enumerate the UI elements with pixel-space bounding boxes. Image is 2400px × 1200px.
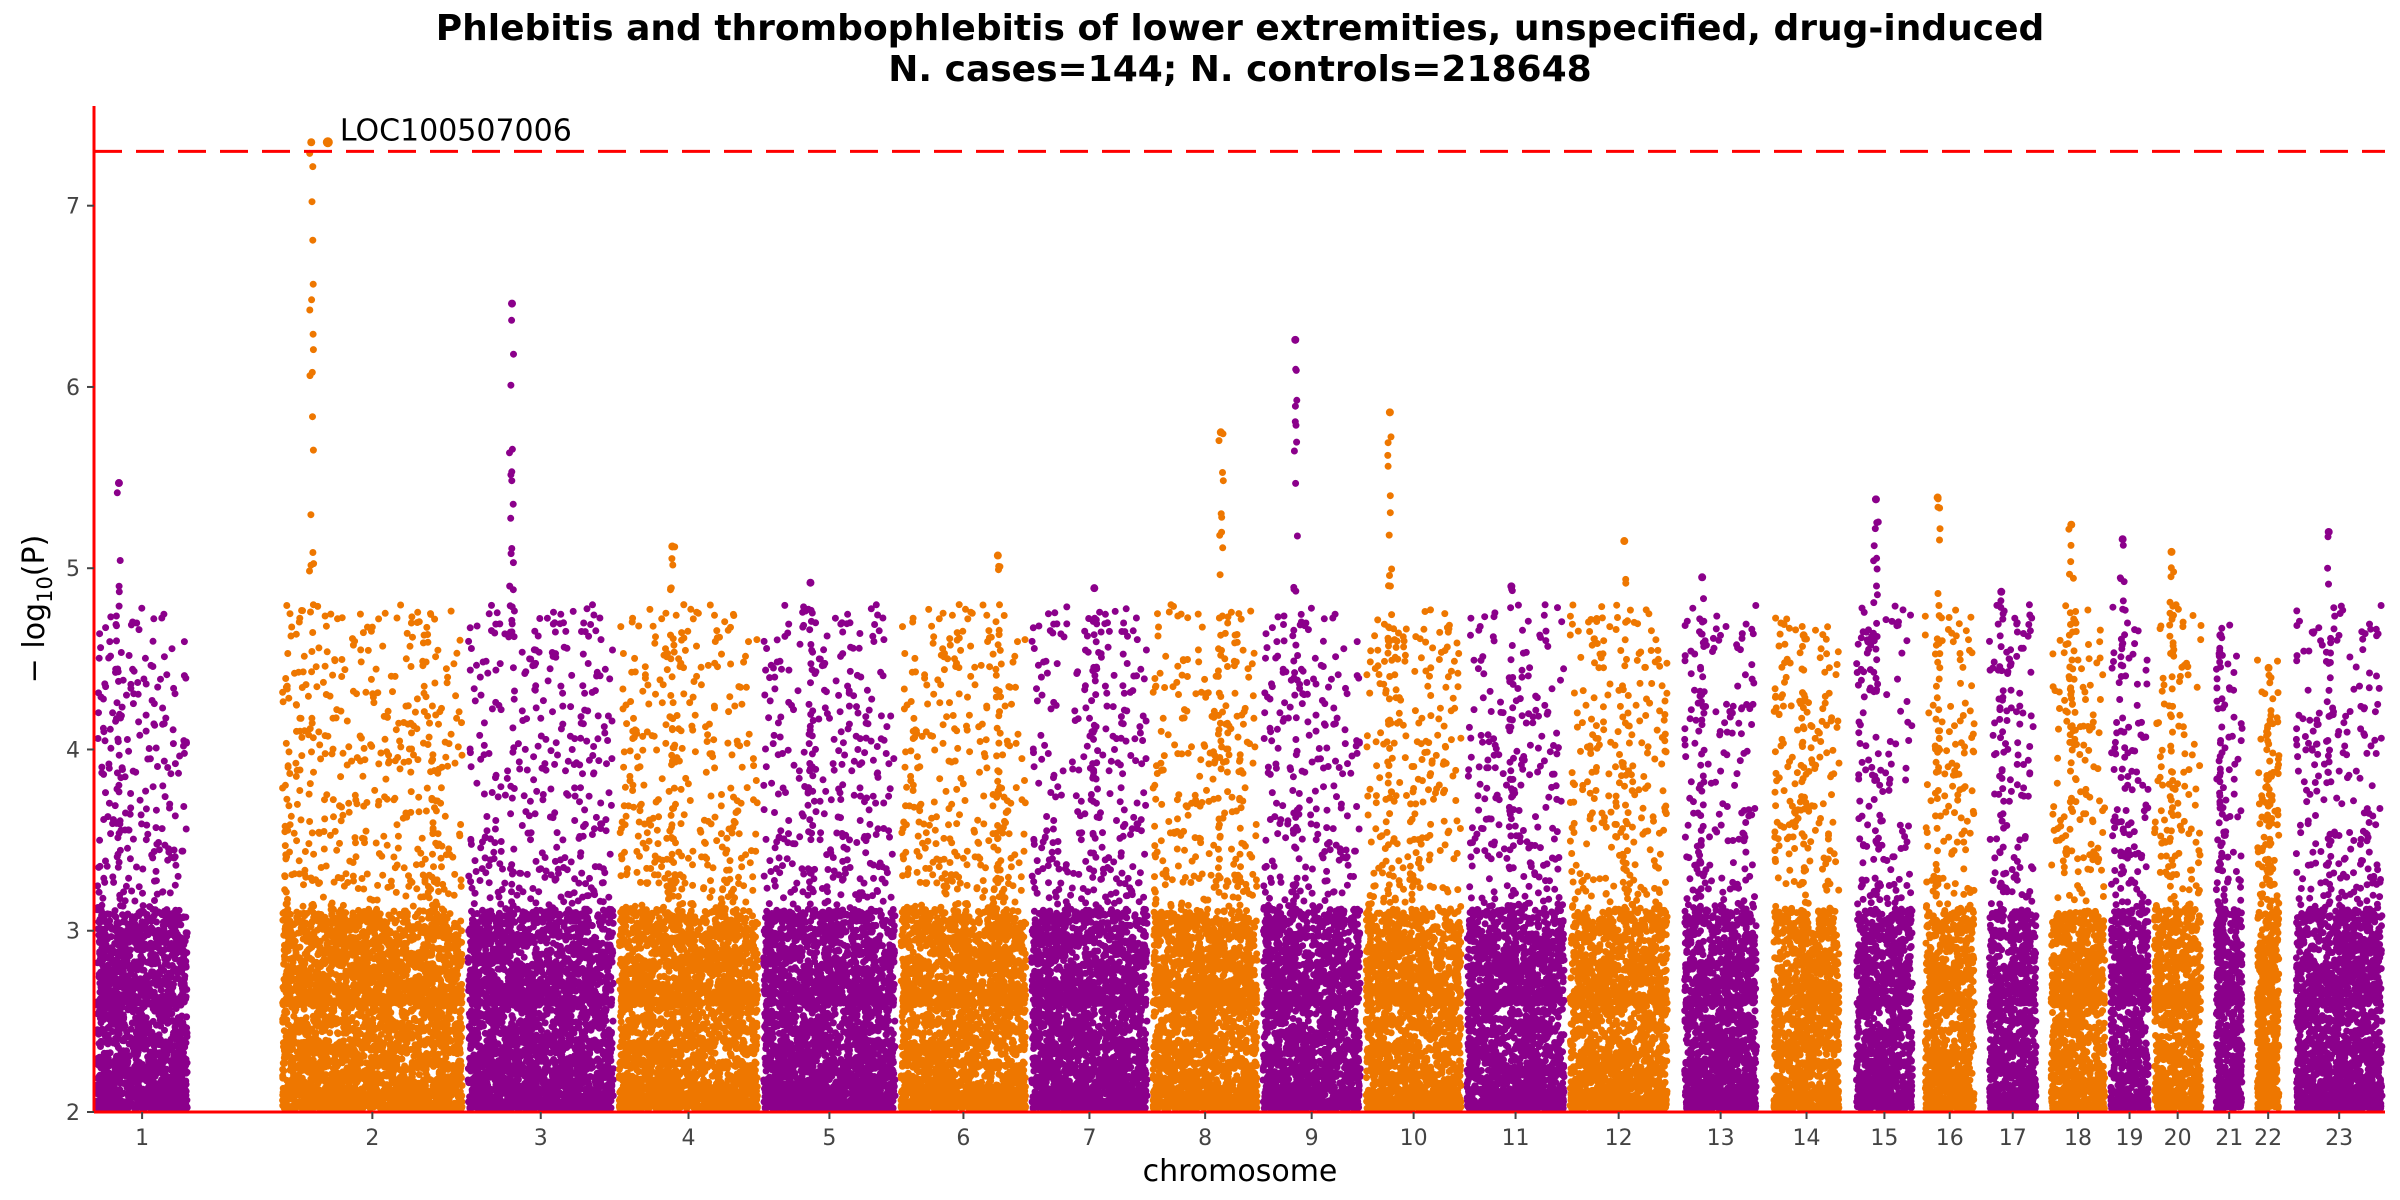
chromosome-points-4: [615, 543, 762, 1112]
x-tick-label: 12: [1605, 1126, 1633, 1151]
peak-point-13: [1698, 573, 1707, 582]
data-points: [93, 138, 2386, 1112]
peak-point-17: [1997, 587, 2006, 596]
chromosome-points-8: [1149, 430, 1261, 1112]
x-tick-label: 8: [1198, 1126, 1212, 1151]
peak-point-15: [1871, 495, 1880, 504]
chromosome-points-6: [897, 562, 1030, 1112]
x-tick-label: 14: [1793, 1126, 1821, 1151]
chromosome-points-15: [1853, 518, 1916, 1112]
peak-point-5: [806, 578, 815, 587]
chromosome-points-18: [2047, 525, 2109, 1112]
x-tick-label: 22: [2254, 1126, 2282, 1151]
x-axis-label: chromosome: [1143, 1154, 1338, 1189]
annotated-point: [322, 137, 333, 148]
x-tick-label: 4: [682, 1126, 696, 1151]
chromosome-points-1: [93, 489, 191, 1112]
chromosome-points-23: [2292, 533, 2386, 1112]
chromosome-points-20: [2150, 564, 2205, 1112]
peak-point-7: [1090, 584, 1099, 593]
x-tick-label: 2: [365, 1126, 379, 1151]
x-tick-label: 23: [2325, 1126, 2353, 1151]
y-axis-ticks: 2 3 4 5 6 7: [66, 195, 94, 1126]
chromosome-points-3: [464, 316, 617, 1112]
chromosome-points-16: [1921, 495, 1978, 1112]
chromosome-points-11: [1463, 585, 1568, 1112]
x-tick-label: 1: [135, 1126, 149, 1151]
y-tick-label: 2: [66, 1101, 80, 1126]
chromosome-points-22: [2253, 656, 2283, 1112]
annotations: LOC100507006: [322, 113, 572, 148]
x-tick-label: 16: [1936, 1126, 1964, 1151]
y-tick-label: 3: [66, 920, 80, 945]
peak-point-20: [2167, 547, 2176, 556]
peak-point-10: [1385, 408, 1394, 417]
x-tick-label: 6: [956, 1126, 970, 1151]
chromosome-points-5: [760, 601, 899, 1112]
chromosome-points-9: [1259, 365, 1364, 1112]
peak-point-18: [2067, 520, 2076, 529]
x-axis-ticks: 1 2 3 4 5 6 7 8 9 10 11 12 13 14 15 16 17 18 19 20 21 22 23: [135, 1112, 2353, 1151]
y-axis-label-prefix: − log: [17, 603, 52, 683]
chart-title-line2: N. cases=144; N. controls=218648: [888, 49, 1591, 90]
peak-point-1: [114, 479, 123, 488]
y-tick-label: 4: [66, 738, 80, 763]
x-tick-label: 10: [1400, 1126, 1428, 1151]
peak-point-9: [1291, 335, 1300, 344]
chromosome-points-2: [279, 149, 466, 1112]
y-tick-label: 5: [66, 557, 80, 582]
x-tick-label: 20: [2164, 1126, 2192, 1151]
y-tick-label: 7: [66, 195, 80, 220]
chromosome-points-10: [1362, 433, 1465, 1112]
chromosome-points-17: [1985, 597, 2040, 1112]
x-tick-label: 19: [2116, 1126, 2144, 1151]
x-tick-label: 18: [2064, 1126, 2092, 1151]
peak-point-23: [2324, 527, 2333, 536]
x-tick-label: 11: [1502, 1126, 1530, 1151]
peak-point-8: [1216, 428, 1225, 437]
x-tick-label: 17: [1999, 1126, 2027, 1151]
x-tick-label: 5: [822, 1126, 836, 1151]
peak-point-4: [668, 542, 677, 551]
peak-point-3: [507, 299, 516, 308]
y-axis-label-sub: 10: [33, 576, 57, 603]
y-axis-label: − log10(P): [17, 535, 57, 684]
peak-point-22: [2264, 663, 2273, 672]
peak-point-21: [2216, 631, 2225, 640]
x-tick-label: 15: [1870, 1126, 1898, 1151]
x-tick-label: 3: [534, 1126, 548, 1151]
peak-point-12: [1620, 537, 1629, 546]
chromosome-points-14: [1770, 614, 1843, 1112]
peak-point-16: [1933, 493, 1942, 502]
chromosome-points-7: [1028, 603, 1151, 1112]
x-tick-label: 9: [1305, 1126, 1319, 1151]
chart-title-line1: Phlebitis and thrombophlebitis of lower …: [436, 8, 2045, 49]
y-tick-label: 6: [66, 376, 80, 401]
peak-point-14: [1799, 631, 1808, 640]
x-tick-label: 21: [2215, 1126, 2243, 1151]
peak-point-6: [993, 551, 1002, 560]
chromosome-points-19: [2107, 541, 2152, 1112]
annotation-label: LOC100507006: [340, 113, 572, 148]
y-axis-label-suffix: (P): [17, 535, 52, 577]
chromosome-points-13: [1681, 595, 1760, 1112]
chromosome-points-12: [1566, 575, 1671, 1112]
peak-point-19: [2118, 535, 2127, 544]
x-tick-label: 13: [1707, 1126, 1735, 1151]
peak-point-2: [307, 138, 316, 147]
peak-point-11: [1507, 582, 1516, 591]
chromosome-points-21: [2212, 621, 2246, 1112]
x-tick-label: 7: [1082, 1126, 1096, 1151]
